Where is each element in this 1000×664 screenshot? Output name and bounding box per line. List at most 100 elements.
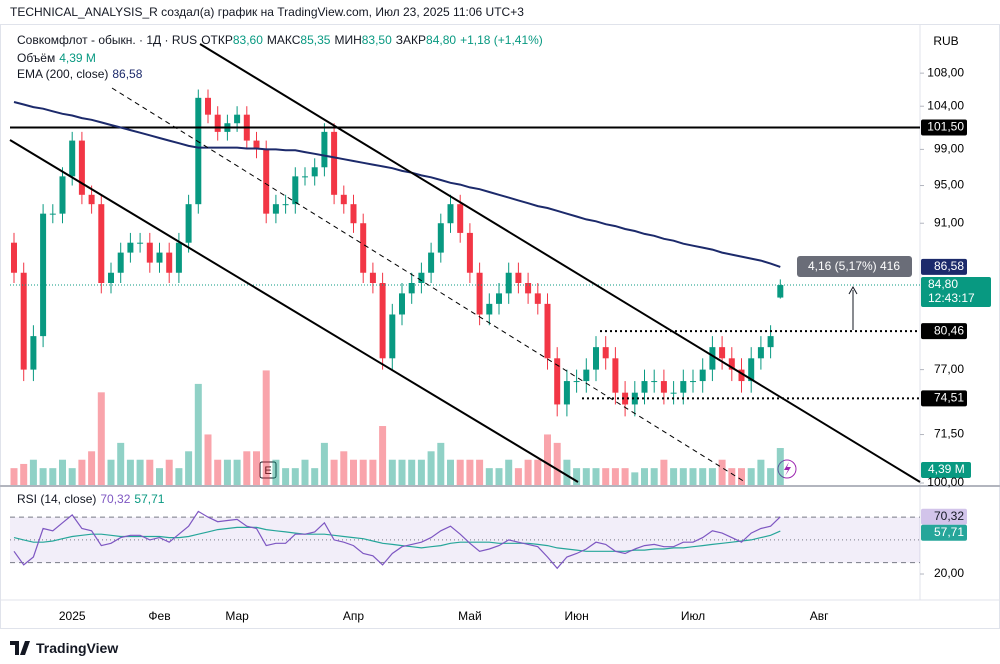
candle-body (777, 285, 784, 298)
x-tick-label: Фев (148, 609, 170, 623)
volume-label-box (921, 462, 971, 479)
y-tick-label: 71,50 (934, 427, 964, 441)
volume-bar (388, 459, 396, 485)
volume-bar (146, 459, 154, 485)
x-tick-label: 2025 (59, 609, 86, 623)
candle-body (379, 282, 386, 359)
ohlc-name: ОТКР (201, 33, 233, 47)
candle-body (253, 140, 260, 150)
price-line-label-box (921, 323, 967, 340)
volume-bar (466, 459, 474, 485)
candle-body (263, 149, 270, 214)
y-tick-label: 77,00 (934, 362, 964, 376)
volume-bar (49, 468, 57, 485)
x-tick-label: Июн (564, 609, 588, 623)
header: TECHNICAL_ANALYSIS_R создал(а) график на… (10, 5, 524, 19)
volume-bar (757, 459, 765, 485)
candle-body (146, 242, 153, 263)
candle-body (457, 204, 464, 233)
volume-bar (514, 468, 522, 485)
volume-bar (29, 459, 37, 485)
volume-bar (175, 468, 183, 485)
volume-bar (330, 459, 338, 485)
price-line-label-box (921, 119, 967, 136)
volume-bar (359, 459, 367, 485)
volume-bar (408, 459, 416, 485)
candle-body (11, 242, 17, 273)
plot (10, 89, 784, 485)
candle-body (302, 176, 308, 178)
x-tick-label: Мар (225, 609, 249, 623)
price-line-label: 101,50 (927, 120, 964, 134)
volume-bar (767, 468, 775, 485)
candle-body (88, 194, 95, 205)
volume-bar (88, 451, 96, 485)
volume-bar (156, 468, 163, 485)
candle-body (496, 293, 502, 304)
candle-body (360, 223, 367, 273)
volume-bar (582, 468, 590, 485)
candle-body (563, 381, 570, 405)
volume-bar (592, 468, 600, 485)
trend-line (199, 43, 921, 483)
legend-ema: EMA (200, close) 86,58 (17, 67, 142, 81)
volume-bar (20, 463, 28, 485)
alert-icon-bolt (784, 462, 791, 476)
rsi-name: RSI (14, close) (17, 492, 97, 506)
price-line-label: 80,46 (934, 323, 964, 337)
candle-body (282, 204, 289, 206)
last-price-label: 84,80 (928, 277, 958, 291)
ema-label-box (921, 258, 967, 275)
x-tick-label: Май (458, 609, 482, 623)
y-tick-label: 91,00 (934, 215, 964, 229)
candle-body (108, 272, 114, 283)
volume-bar (631, 472, 639, 485)
chart-frame (0, 24, 1000, 629)
candle-body (78, 140, 85, 195)
volume-bar (165, 459, 173, 485)
candle-body (340, 194, 347, 205)
candle-body (719, 347, 726, 359)
measure-box (797, 256, 912, 277)
candle-body (612, 358, 619, 393)
rsi-ma-value: 57,71 (134, 492, 165, 506)
currency: RUB (933, 34, 958, 48)
candle-body (408, 282, 415, 294)
candle-body (214, 114, 221, 132)
candle-body (690, 381, 696, 383)
candle-body (331, 131, 338, 195)
volume-bar (320, 442, 328, 485)
volume-bar (233, 459, 241, 485)
ohlc-name: МИН (334, 33, 362, 47)
footer-logo: TradingView (36, 640, 119, 656)
last-price-box (921, 277, 991, 308)
event-icon-letter: E (264, 465, 271, 477)
candle-body (602, 347, 609, 359)
ema-label: 86,58 (934, 259, 964, 273)
candle-body (418, 272, 425, 283)
price-line-label: 74,51 (934, 391, 964, 405)
candle-body (631, 392, 638, 405)
candle-body (389, 314, 396, 359)
candle-body (185, 204, 192, 243)
volume-bar (301, 459, 309, 485)
ohlc-name: ЗАКР (395, 33, 427, 47)
logo-icon (10, 641, 30, 655)
volume-bar (427, 451, 435, 485)
ohlc-value: 83,60 (232, 33, 263, 47)
rsi-ma-label: 57,71 (934, 525, 964, 539)
candle-body (757, 347, 764, 359)
price-line-label-box (921, 390, 967, 407)
volume-bar (369, 459, 377, 485)
volume-bar (670, 468, 678, 485)
candle-body (30, 336, 37, 370)
volume-bar (311, 468, 319, 485)
ohlc-value: 83,50 (361, 33, 392, 47)
volume-bar (214, 459, 222, 485)
ohlc-value: 85,35 (300, 33, 331, 47)
event-icon[interactable] (259, 461, 277, 479)
ema-name: EMA (200, close) (17, 67, 109, 81)
candle-body (486, 303, 493, 315)
trend-line-dashed (111, 87, 746, 483)
candle-body (748, 358, 755, 382)
